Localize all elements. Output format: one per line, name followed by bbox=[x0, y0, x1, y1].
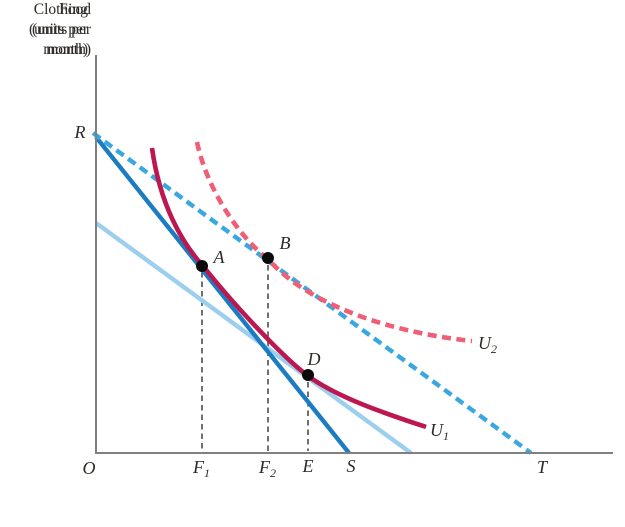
point-D bbox=[302, 369, 314, 381]
budget-line-parallel bbox=[94, 221, 413, 455]
budget-line-RT bbox=[91, 131, 533, 455]
budget-line-RS bbox=[94, 135, 351, 455]
label-T: T bbox=[537, 457, 549, 477]
label-R: R bbox=[74, 122, 86, 142]
label-A: A bbox=[213, 247, 226, 267]
indifference-curve-U2 bbox=[194, 141, 473, 344]
label-D: D bbox=[307, 349, 321, 369]
label-E: E bbox=[302, 456, 314, 476]
axes bbox=[95, 55, 613, 454]
label-U1: U1 bbox=[430, 420, 449, 443]
x-axis-title: Food (units per month) bbox=[32, 1, 91, 58]
point-A bbox=[196, 260, 208, 272]
label-F1: F1 bbox=[192, 457, 210, 480]
label-U2: U2 bbox=[478, 333, 497, 356]
label-S: S bbox=[347, 456, 356, 476]
label-O: O bbox=[83, 458, 96, 478]
label-F2: F2 bbox=[258, 457, 276, 480]
y-axis-title: Clothing (units per month) bbox=[29, 1, 88, 58]
indifference-curve-U1 bbox=[149, 147, 427, 430]
label-B: B bbox=[280, 233, 291, 253]
point-B bbox=[262, 252, 274, 264]
